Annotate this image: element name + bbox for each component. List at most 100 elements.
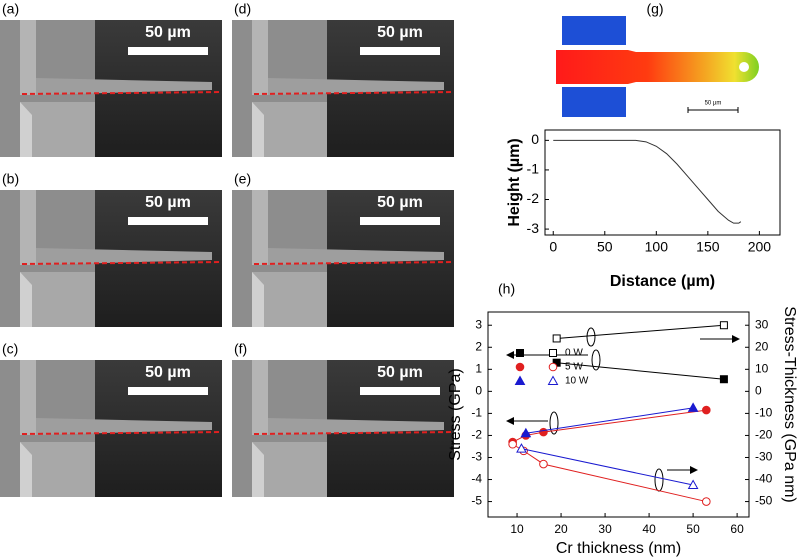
scale-bar [360,47,440,55]
y-tick-label: -4 [471,472,482,486]
marker [515,362,525,372]
cantilever [268,418,444,435]
y-tick-label: 3 [475,317,482,331]
marker [687,479,699,490]
x-tick-label: 40 [642,522,656,536]
x-tick-label: 30 [598,522,612,536]
pad-edge [252,20,268,95]
marker [719,375,728,384]
panel-label: (b) [2,171,19,187]
anchor [252,442,327,497]
y2-tick-label: -40 [755,472,773,486]
marker [508,439,517,449]
marker [549,349,557,357]
marker [719,321,728,330]
marker [547,375,559,385]
anchor-side [252,102,264,157]
y2-tick-label: 10 [755,361,769,375]
y-tick-label: 1 [475,361,482,375]
panel-label: (a) [2,1,19,17]
scale-label: 50 µm [377,24,423,41]
scale-bar [360,387,440,395]
x-tick-label: 20 [554,522,568,536]
y-tick-label: -1 [527,161,540,177]
x-tick-label: 200 [748,239,772,255]
x-tick-label: 50 [686,522,700,536]
y2-tick-label: -10 [755,406,773,420]
plot-frame [487,311,750,518]
marker [514,375,526,385]
panel-label: (f) [234,341,247,357]
y-tick-label: -2 [527,190,540,206]
cantilever [36,78,212,95]
cantilever [268,248,444,265]
y-tick-label: -2 [471,428,482,442]
panel-label: (c) [2,341,18,357]
scale-label: 50 µm [145,24,191,41]
legend-label: 0 W [565,348,583,359]
reference-line [21,91,223,95]
y2-tick-label: 20 [755,339,769,353]
panel-label: (h) [498,281,515,297]
x-axis-label: Cr thickness (nm) [556,540,681,557]
pad-edge [20,360,36,435]
anchor [252,272,327,327]
height-chart: 0 50 100 150 200 0 -1 -2 -3 Distance (µm) Height (… [506,129,781,290]
sem-panels: (a) 50 µm (b) 50 µm (c) 50 µm (d) 50 µm (e) 50 µm… [0,1,455,497]
legend-label: 10 W [565,376,589,387]
reference-line [21,261,223,265]
series-line [525,407,694,434]
pad-edge [252,360,268,435]
anchor [20,442,95,497]
marker [539,459,548,469]
x-axis-label: Distance (µm) [610,273,715,290]
plot-frame [544,129,781,236]
anchor [20,272,95,327]
y2-axis-label: Stress-Thickness (GPa nm) [781,306,798,502]
pad-edge [20,190,36,265]
anchor-side [20,272,32,327]
marker [520,427,532,438]
marker [516,443,527,453]
pad-edge [20,20,36,95]
reference-line [253,261,455,265]
y-axis-label: Height (µm) [506,138,523,226]
scale-bar [128,47,208,55]
marker [702,497,711,506]
x-tick-label: 150 [696,239,720,255]
series-line [556,362,724,380]
scale-bar [128,217,208,225]
y-tick-label: 0 [475,384,482,398]
y2-tick-label: -30 [755,450,773,464]
y2-tick-label: 0 [755,384,762,398]
marker [516,349,524,357]
reference-line [21,431,223,435]
marker [702,405,711,415]
panel-label: (g) [646,1,663,17]
anchor-side [252,272,264,327]
scale-bar [128,387,208,395]
cantilever [36,418,212,435]
series-line [521,448,694,486]
y2-tick-label: -20 [755,428,773,442]
stress-chart: 10 20 30 40 50 603210-1-2-3-4-53020100-10-20-… [447,281,798,558]
series-line [556,324,724,339]
series-line [512,443,707,503]
x-tick-label: 0 [549,239,557,255]
anchor [252,102,327,157]
cantilever [36,248,212,265]
scale-label: 50 µm [145,194,191,211]
anchor-side [252,442,264,497]
y-tick-label: 2 [475,339,482,353]
scale-label: 50 µm [705,101,722,107]
anchor [20,102,95,157]
x-tick-label: 60 [730,522,744,536]
legend-label: 5 W [565,362,583,373]
fem-image: (g) 50 µm [556,1,759,117]
pad-edge [252,190,268,265]
x-tick-label: 10 [510,522,524,536]
scale-bar [360,217,440,225]
marker [548,362,558,372]
reference-line [253,91,455,95]
y2-tick-label: 30 [755,317,769,331]
